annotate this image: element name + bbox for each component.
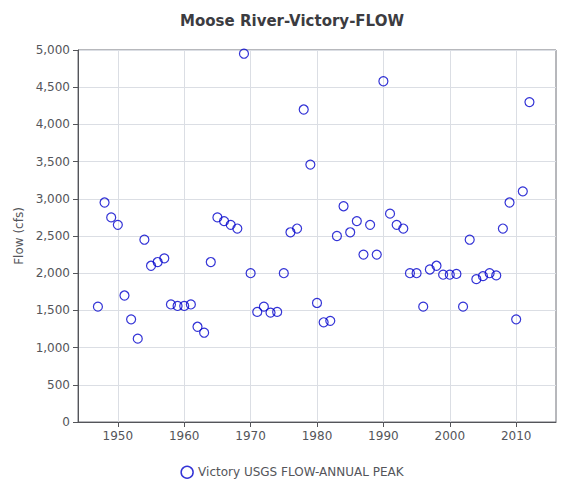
svg-text:4,500: 4,500: [36, 80, 70, 94]
svg-text:4,000: 4,000: [36, 117, 70, 131]
svg-text:1960: 1960: [169, 429, 200, 443]
svg-text:1990: 1990: [368, 429, 399, 443]
svg-text:1,000: 1,000: [36, 341, 70, 355]
svg-text:1950: 1950: [103, 429, 134, 443]
svg-text:3,000: 3,000: [36, 192, 70, 206]
svg-text:2,500: 2,500: [36, 229, 70, 243]
svg-text:2000: 2000: [435, 429, 466, 443]
svg-text:2,000: 2,000: [36, 266, 70, 280]
svg-text:3,500: 3,500: [36, 155, 70, 169]
svg-text:Flow (cfs): Flow (cfs): [12, 207, 26, 265]
svg-text:5,000: 5,000: [36, 43, 70, 57]
svg-text:2010: 2010: [501, 429, 532, 443]
svg-text:500: 500: [47, 378, 70, 392]
svg-text:1970: 1970: [235, 429, 266, 443]
svg-text:0: 0: [62, 415, 70, 429]
svg-text:1980: 1980: [302, 429, 333, 443]
svg-text:1,500: 1,500: [36, 303, 70, 317]
svg-text:Victory USGS FLOW-ANNUAL PEAK: Victory USGS FLOW-ANNUAL PEAK: [198, 465, 405, 479]
svg-text:Moose River-Victory-FLOW: Moose River-Victory-FLOW: [180, 12, 404, 30]
